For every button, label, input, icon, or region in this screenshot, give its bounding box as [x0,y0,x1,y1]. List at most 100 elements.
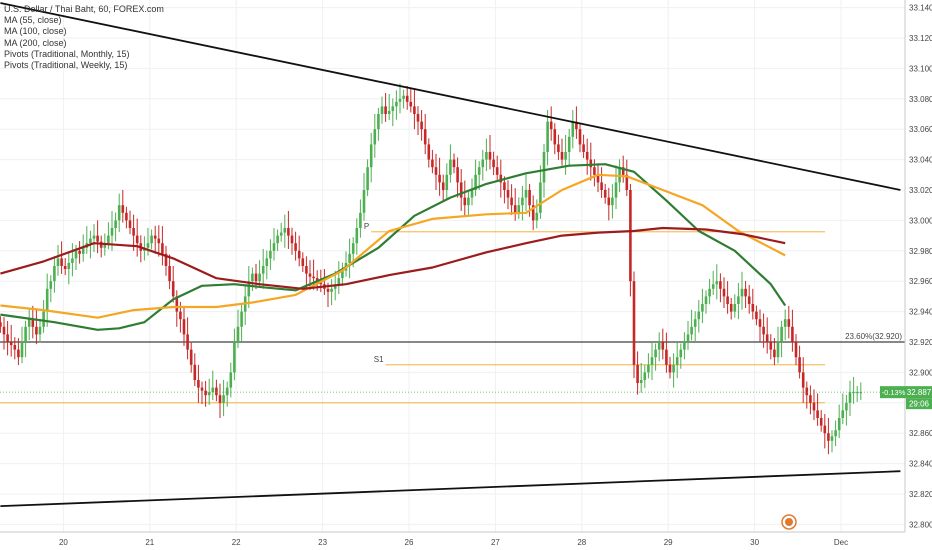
candle-body [445,174,449,190]
candle-body [783,319,787,327]
candle [344,251,348,277]
candle [301,252,305,273]
candle-body [639,380,643,384]
candle-body [654,349,657,358]
candle-body [215,387,218,396]
candle-body [481,159,485,168]
candle-body [668,364,672,373]
candle-body [701,304,704,312]
moving-averages [0,163,787,331]
candle-body [92,235,96,239]
ma-line [0,226,786,290]
candle [355,218,359,255]
price-badge: -0.13% 32.887 29:06 [0,386,932,410]
price-tick-label: 32.820 [909,490,932,499]
candle [337,261,341,294]
candle [647,353,650,379]
trendline-lower [0,470,901,508]
candle-body [420,121,423,130]
candle [45,273,49,327]
candle-body [251,273,254,282]
candle-body [103,243,107,248]
candle-body [488,152,492,160]
candle [722,277,726,308]
candle-body [557,144,560,152]
price-tick-label: 33.140 [909,4,932,13]
candle-body [74,250,78,259]
candle-body [164,253,168,266]
candle-body [283,228,287,233]
candle-body [333,284,337,289]
candle [38,318,42,343]
candle-body [791,326,794,342]
candle-body [704,296,708,304]
candle [13,337,17,360]
candle [589,142,593,181]
candle [438,157,441,196]
price-tick-label: 32.900 [909,368,932,377]
candle [377,107,380,141]
candle [395,90,398,120]
candle [168,254,171,290]
candle [521,186,524,221]
candle-body [679,349,683,358]
candle-body [780,326,783,342]
candle-body [265,258,269,266]
candle [582,134,585,159]
candle-body [747,296,751,304]
candle [384,93,387,122]
candle [852,376,855,404]
countdown-badge-bg [906,398,932,410]
candle [182,305,186,346]
candle-body [495,167,499,175]
candle [445,163,449,200]
time-tick-label: 20 [59,538,68,547]
candle-body [258,273,261,282]
candle-body [369,144,373,168]
price-badge-text: 32.887 [907,388,932,397]
candle-body [596,174,600,183]
candle [85,226,89,254]
price-axis-bg [905,0,932,550]
candle [643,364,647,388]
candle-body [517,205,521,213]
flag-icon[interactable] [781,514,797,530]
candle-body [837,418,841,431]
candle [830,430,834,453]
candle [495,155,499,181]
candle-body [197,380,200,388]
candle-body [81,247,85,254]
candle-body [697,311,701,320]
candle-body [801,372,805,388]
candle-body [776,342,780,358]
candle [222,380,225,417]
candle [297,235,301,267]
candle [690,309,693,341]
candle [416,106,420,135]
candle-body [600,182,603,190]
candle-body [297,250,301,259]
candle [816,393,819,426]
candle-body [276,235,279,244]
candle [431,149,434,174]
candle-body [373,129,377,145]
candle-body [56,258,60,266]
candle [726,281,729,314]
candle-body [13,345,17,350]
candle-body [513,205,517,213]
candle-body [413,106,416,114]
candle-body [312,276,315,279]
time-tick-label: 29 [664,538,673,547]
ma-line [0,173,786,319]
price-tick-label: 33.040 [909,156,932,165]
candle-body [287,228,290,236]
candle-body [499,174,503,183]
candle-body [618,167,621,183]
candle-body [377,114,380,130]
candle [791,309,794,352]
candle-body [693,319,697,327]
price-badge-bg [906,386,932,399]
candle [99,235,103,258]
candle-body [416,114,420,122]
